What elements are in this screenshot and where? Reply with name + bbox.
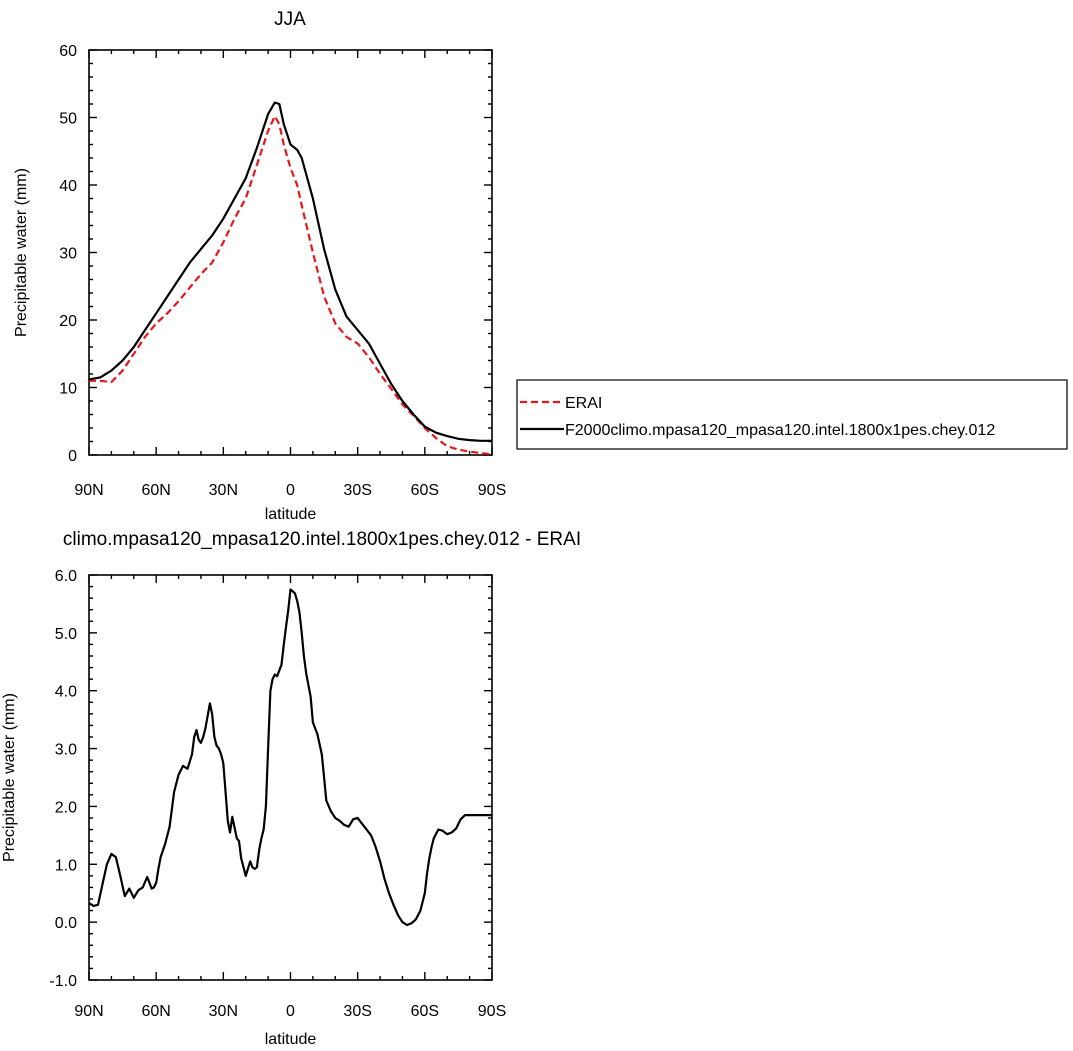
x-tick-label: 60N	[141, 482, 170, 499]
y-tick-label: 40	[59, 178, 77, 195]
legend-box	[516, 379, 1068, 450]
y-tick-label: 50	[59, 111, 77, 128]
series-line-diff-0	[88, 588, 492, 927]
y-axis-label: Precipitable water (mm)	[1, 693, 18, 862]
x-tick-label: 30S	[343, 1003, 371, 1020]
y-tick-label: 10	[59, 381, 77, 398]
y-tick-label: -1.0	[49, 973, 77, 990]
x-tick-label: 90N	[74, 1003, 103, 1020]
plot-frame	[88, 49, 493, 456]
x-tick-label: 90N	[74, 482, 103, 499]
x-tick-label: 30S	[343, 482, 371, 499]
x-axis-label: latitude	[265, 1031, 317, 1048]
legend-label: F2000climo.mpasa120_mpasa120.intel.1800x…	[565, 422, 995, 439]
y-tick-label: 60	[59, 43, 77, 60]
y-tick-label: 30	[59, 246, 77, 263]
series-line-erai	[89, 114, 493, 456]
y-tick-label: 4.0	[55, 684, 77, 701]
x-tick-label: 0	[286, 482, 295, 499]
x-tick-label: 90S	[478, 482, 506, 499]
chart-title: climo.mpasa120_mpasa120.intel.1800x1pes.…	[63, 529, 581, 550]
x-axis-label: latitude	[265, 506, 317, 523]
x-tick-label: 30N	[209, 482, 238, 499]
x-tick-label: 60N	[141, 1003, 170, 1020]
x-tick-label: 90S	[478, 1003, 506, 1020]
y-tick-label: 2.0	[55, 799, 77, 816]
plot-frame	[88, 574, 493, 981]
y-tick-label: 20	[59, 313, 77, 330]
y-tick-label: 0.0	[55, 915, 77, 932]
legend: ERAI F2000climo.mpasa120_mpasa120.intel.1…	[516, 379, 1068, 450]
y-tick-label: 5.0	[55, 626, 77, 643]
series-line-f2000climo	[88, 101, 492, 442]
y-axis-label: Precipitable water (mm)	[13, 168, 30, 337]
x-tick-label: 60S	[411, 482, 439, 499]
y-tick-label: 6.0	[55, 568, 77, 585]
x-tick-label: 0	[286, 1003, 295, 1020]
chart-precipitable-water-difference: climo.mpasa120_mpasa120.intel.1800x1pes.…	[1, 529, 581, 1048]
x-tick-label: 30N	[209, 1003, 238, 1020]
chart-precipitable-water-jja: JJA 90N 60N 30N 0 30S 60S 90S 0 10 20 30 40 50 60 latit…	[13, 9, 1068, 523]
y-tick-label: 3.0	[55, 742, 77, 759]
y-tick-label: 1.0	[55, 857, 77, 874]
x-tick-label: 60S	[411, 1003, 439, 1020]
y-tick-label: 0	[68, 448, 77, 465]
legend-label: ERAI	[565, 395, 602, 412]
chart-title: JJA	[274, 9, 306, 30]
